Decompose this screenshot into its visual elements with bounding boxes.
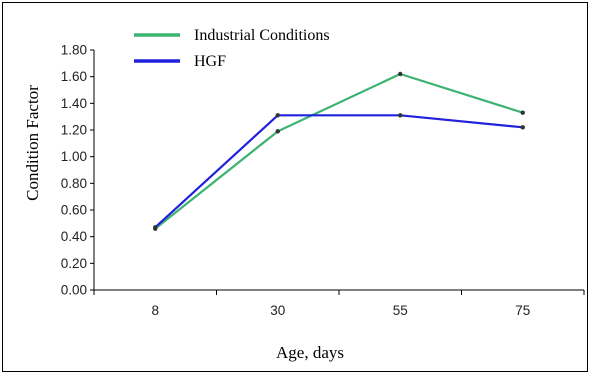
chart-frame	[2, 2, 588, 372]
y-tick-label: 0.80	[61, 176, 87, 191]
data-point	[398, 113, 403, 118]
legend: Industrial Conditions HGF	[134, 27, 330, 70]
legend-label-1: Industrial Conditions	[194, 27, 330, 44]
x-tick-label: 75	[515, 303, 530, 318]
data-point	[398, 71, 403, 77]
y-tick-label: 1.00	[61, 149, 87, 164]
series-line-1	[154, 72, 524, 230]
series-layer	[153, 71, 525, 231]
y-axis: 0.00 0.20 0.40 0.60 0.80 1.00 1.20 1.40 1.60 1.80	[61, 43, 95, 298]
data-point	[520, 110, 525, 115]
legend-label-2: HGF	[194, 53, 226, 70]
y-axis-title: Condition Factor	[23, 85, 42, 201]
y-tick-label: 1.40	[61, 96, 87, 111]
x-tick-label: 30	[270, 303, 285, 318]
y-tick-label: 0.00	[61, 283, 87, 298]
data-point	[275, 113, 280, 118]
y-tick-label: 1.60	[61, 69, 87, 84]
x-axis-title: Age, days	[276, 343, 344, 362]
data-point	[153, 225, 158, 230]
series-line-2	[154, 114, 523, 229]
x-tick-label: 8	[151, 303, 159, 318]
y-tick-label: 0.60	[61, 203, 87, 218]
y-tick-label: 0.20	[61, 256, 87, 271]
y-tick-label: 1.80	[61, 43, 87, 58]
y-tick-label: 0.40	[61, 229, 87, 244]
data-point	[275, 129, 280, 134]
x-tick-label: 55	[393, 303, 408, 318]
y-tick-label: 1.20	[61, 123, 87, 138]
data-point	[520, 125, 525, 130]
x-axis: 8 30 55 75	[93, 289, 585, 318]
